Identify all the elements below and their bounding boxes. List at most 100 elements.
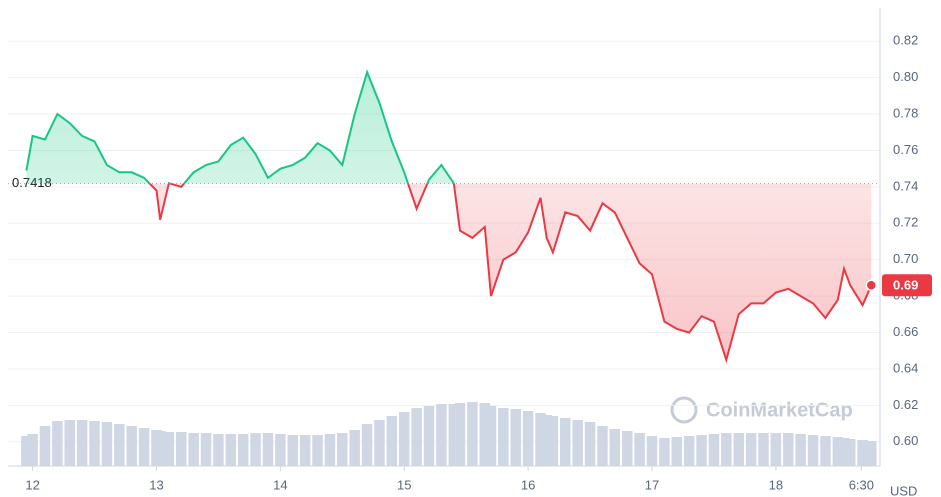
volume-bar [423,406,435,466]
volume-bar [411,408,422,466]
volume-bar [832,437,844,466]
volume-bar [76,420,88,466]
volume-bar [399,412,410,466]
y-tick-label: 0.64 [893,360,918,375]
volume-bar [237,434,249,466]
y-tick-label: 0.76 [893,142,918,157]
volume-bar [39,426,51,466]
last-price-box [882,274,932,297]
volume-bar [597,426,608,466]
x-tick-label: 6:30 [849,477,874,492]
watermark: CoinMarketCap [670,396,853,424]
volume-bar [361,424,373,466]
volume-bar [386,416,398,466]
watermark-text: CoinMarketCap [706,399,853,421]
volume-bar [621,431,633,466]
volume-bar [448,404,460,466]
volume-bar [547,416,559,466]
volume-bar [844,439,856,466]
volume-bar [541,415,552,466]
y-tick-label: 0.74 [893,178,918,193]
volume-bar [572,420,583,466]
volume-bar [696,435,707,466]
y-tick-label: 0.72 [893,215,918,230]
watermark-logo [670,396,698,424]
volume-bar [436,404,447,466]
volume-bar [683,436,695,466]
volume-bar [52,421,63,466]
x-tick-label: 14 [273,477,287,492]
volume-bar [299,435,311,466]
volume-bar [200,433,212,466]
x-tick-label: 16 [521,477,535,492]
volume-bar [708,434,720,466]
y-tick-label: 0.80 [893,69,918,84]
volume-bar [114,424,125,466]
volume-bar [262,433,274,466]
y-tick-label: 0.70 [893,251,918,266]
area-down [149,183,872,360]
volume-bar [807,435,819,466]
volume-bar [733,433,744,466]
volume-bar [213,434,224,466]
volume-bar [770,433,782,466]
volume-bar [535,413,546,466]
line-down [148,183,873,364]
volume-bar [101,422,113,466]
volume-bar [349,430,360,466]
volume-bar [27,434,38,466]
volume-bar [510,409,521,466]
volume-bar [522,411,534,466]
volume-bar [634,433,645,466]
y-tick-label: 0.78 [893,105,918,120]
volume-bar [498,408,509,466]
volume-bar [609,429,621,466]
x-tick-label: 13 [149,477,163,492]
y-tick-label: 0.60 [893,433,918,448]
volume-bar [126,426,137,466]
volume-bar [857,440,868,466]
volume-bar [479,403,490,466]
volume-bar [324,434,336,466]
volume-bar [745,433,757,466]
volume-bar [783,433,794,466]
volume-bar [337,433,348,466]
volume-bar [721,433,732,466]
volume-bar [312,435,323,466]
volume-bar [176,432,187,466]
volume-bar [163,432,175,466]
volume-bar [795,434,806,466]
y-tick-label: 0.82 [893,33,918,48]
x-tick-label: 17 [645,477,659,492]
volume-bar [659,438,670,466]
x-tick-label: 18 [769,477,783,492]
volume-bar [275,434,286,466]
volume-bar [225,434,237,466]
volume-bar [758,433,769,466]
volume-bar [838,438,850,466]
volume-bar [154,431,166,466]
y-tick-label: 0.62 [893,397,918,412]
volume-bar [820,436,831,466]
volume-bar [454,403,466,466]
volume-bar [89,421,100,466]
y-tick-label: 0.66 [893,324,918,339]
volume-bar [250,433,261,466]
volume-bar [646,436,658,466]
volume-bar [64,420,75,466]
volume-bar [467,402,478,466]
volume-bar [188,433,199,466]
last-price-label: 0.69 [893,278,918,293]
last-point [865,279,878,291]
volume-bar [584,422,596,466]
x-tick-label: 12 [25,477,39,492]
volume-bar [374,420,385,466]
volume-bar [560,418,571,466]
volume-bar [287,435,298,466]
volume-bar [866,441,877,466]
volume-bar [21,436,32,466]
area-up [26,72,872,184]
volume-bar [671,437,683,466]
volume-bar [485,406,497,466]
